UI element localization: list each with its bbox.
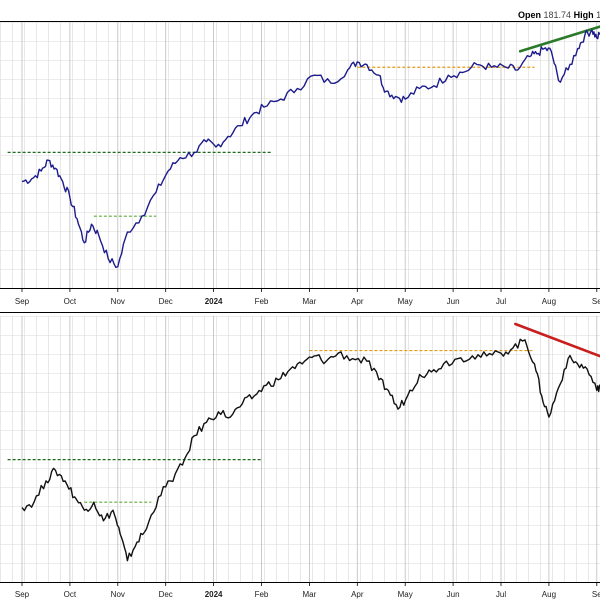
top-panel-x-tick-label: Sep bbox=[15, 297, 30, 306]
bottom-panel-x-tick-label: Dec bbox=[159, 590, 173, 599]
open-label: Open bbox=[518, 10, 542, 20]
high-label: High bbox=[573, 10, 594, 20]
top-panel-x-tick-label: Jun bbox=[447, 297, 460, 306]
bottom-panel-x-tick-label: May bbox=[398, 590, 413, 599]
bottom-panel-x-tick-label: Oct bbox=[64, 590, 77, 599]
top-panel-x-tick-label: Nov bbox=[111, 297, 125, 306]
top-panel-x-tick-label: Oct bbox=[64, 297, 77, 306]
ohlc-header: Open 181.74 High 18 bbox=[518, 10, 600, 20]
top-panel-trend-line bbox=[518, 25, 600, 53]
top-panel-price-line bbox=[21, 29, 600, 269]
bottom-panel-x-tick-label: Apr bbox=[351, 590, 364, 599]
open-value: 181.74 bbox=[543, 10, 572, 20]
bottom-panel-trend-line bbox=[514, 322, 600, 358]
top-panel-x-tick-label: 2024 bbox=[205, 297, 223, 306]
high-value: 18 bbox=[596, 10, 600, 20]
top-panel-x-tick-label: Feb bbox=[255, 297, 269, 306]
bottom-panel-x-tick-label: Aug bbox=[542, 590, 556, 599]
top-panel-x-tick-label: Apr bbox=[351, 297, 364, 306]
top-panel-x-tick-label: Aug bbox=[542, 297, 556, 306]
bottom-panel-price-line bbox=[21, 338, 600, 562]
bottom-panel-x-tick-label: Se bbox=[592, 590, 600, 599]
bottom-panel-x-tick-label: Nov bbox=[111, 590, 125, 599]
top-panel-x-tick-label: Se bbox=[592, 297, 600, 306]
bottom-panel-x-tick-label: Sep bbox=[15, 590, 30, 599]
top-panel-x-tick-label: May bbox=[398, 297, 413, 306]
top-panel-x-tick-label: Dec bbox=[159, 297, 173, 306]
bottom-panel-x-tick-label: 2024 bbox=[205, 590, 223, 599]
bottom-panel-x-tick-label: Mar bbox=[303, 590, 317, 599]
top-panel-x-tick-label: Jul bbox=[496, 297, 506, 306]
top-panel-x-tick-label: Mar bbox=[303, 297, 317, 306]
bottom-panel-x-tick-label: Jul bbox=[496, 590, 506, 599]
bottom-panel-x-tick-label: Feb bbox=[255, 590, 269, 599]
bottom-panel-x-tick-label: Jun bbox=[447, 590, 460, 599]
